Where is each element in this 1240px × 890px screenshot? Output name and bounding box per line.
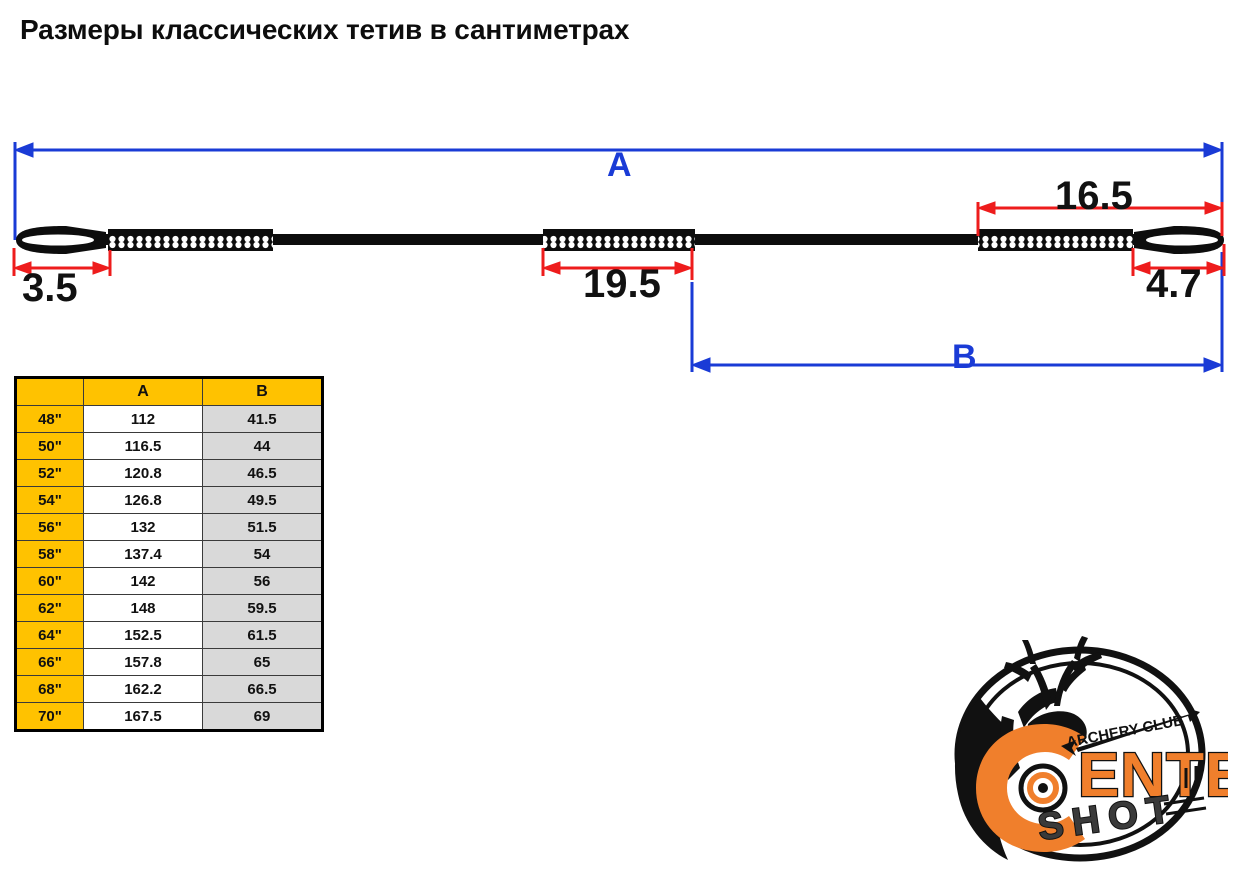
logo-brand-sub: SHOT (1035, 788, 1181, 849)
table-row: 58" 137.4 54 (15, 540, 323, 568)
header-col-b: B (202, 377, 323, 406)
row-value-a: 148 (83, 594, 203, 622)
header-blank (15, 377, 84, 406)
row-value-b: 59.5 (202, 594, 323, 622)
dimension-label-3-5: 3.5 (22, 266, 78, 310)
row-value-b: 44 (202, 432, 323, 460)
dimension-label-16-5: 16.5 (1055, 174, 1133, 218)
bowstring-body (16, 226, 1224, 254)
row-value-b: 51.5 (202, 513, 323, 541)
table-row: 54" 126.8 49.5 (15, 486, 323, 514)
row-size-label: 64" (15, 621, 84, 649)
dimension-19-5 (541, 248, 694, 280)
row-size-label: 58" (15, 540, 84, 568)
row-value-a: 120.8 (83, 459, 203, 487)
table-row: 70" 167.5 69 (15, 702, 323, 731)
bowstring-diagram: 3.5 19.5 16.5 4.7 A B (0, 0, 1240, 400)
row-size-label: 52" (15, 459, 84, 487)
row-value-b: 66.5 (202, 675, 323, 703)
archery-club-arrow-icon (1061, 708, 1200, 756)
row-value-b: 69 (202, 702, 323, 731)
logo-svg: ARCHERY CLUB ENTER SHOT (954, 636, 1240, 862)
table-row: 50" 116.5 44 (15, 432, 323, 460)
row-value-b: 65 (202, 648, 323, 676)
row-value-b: 61.5 (202, 621, 323, 649)
table-row: 66" 157.8 65 (15, 648, 323, 676)
center-shot-logo: ARCHERY CLUB ENTER SHOT (928, 628, 1240, 878)
row-size-label: 68" (15, 675, 84, 703)
table-row: 48" 112 41.5 (15, 405, 323, 433)
row-size-label: 48" (15, 405, 84, 433)
row-size-label: 60" (15, 567, 84, 595)
dimension-label-b: B (952, 338, 977, 376)
table-header-row: A B (15, 377, 323, 406)
row-size-label: 62" (15, 594, 84, 622)
row-value-b: 49.5 (202, 486, 323, 514)
row-size-label: 70" (15, 702, 84, 731)
dimension-16-5 (976, 201, 1224, 236)
dimension-label-a: A (607, 146, 632, 184)
dimension-3-5 (12, 248, 112, 276)
row-value-a: 167.5 (83, 702, 203, 731)
table-row: 56" 132 51.5 (15, 513, 323, 541)
row-value-a: 157.8 (83, 648, 203, 676)
table-row: 68" 162.2 66.5 (15, 675, 323, 703)
table-row: 62" 148 59.5 (15, 594, 323, 622)
dimension-label-19-5: 19.5 (583, 262, 661, 306)
bowstring-svg (12, 142, 1226, 373)
row-value-b: 56 (202, 567, 323, 595)
row-size-label: 54" (15, 486, 84, 514)
row-value-b: 46.5 (202, 459, 323, 487)
logo-motion-lines (1163, 766, 1207, 816)
row-size-label: 56" (15, 513, 84, 541)
logo-letter-c (976, 724, 1085, 852)
table-row: 52" 120.8 46.5 (15, 459, 323, 487)
row-value-a: 142 (83, 567, 203, 595)
dimension-label-4-7: 4.7 (1146, 262, 1202, 306)
row-value-a: 162.2 (83, 675, 203, 703)
page-title: Размеры классических тетив в сантиметрах (20, 14, 630, 45)
row-size-label: 50" (15, 432, 84, 460)
row-size-label: 66" (15, 648, 84, 676)
bowstring-size-table: A B 48" 112 41.5 50" 116.5 44 52" 120.8 46.5 54" 1… (14, 376, 324, 732)
target-rings-icon (1018, 763, 1068, 813)
row-value-a: 137.4 (83, 540, 203, 568)
dimension-b-partial (690, 252, 1224, 373)
row-value-a: 126.8 (83, 486, 203, 514)
row-value-b: 54 (202, 540, 323, 568)
row-value-b: 41.5 (202, 405, 323, 433)
table-row: 60" 142 56 (15, 567, 323, 595)
table-row: 64" 152.5 61.5 (15, 621, 323, 649)
row-value-a: 112 (83, 405, 203, 433)
logo-brand-main: ENTER (1078, 741, 1228, 810)
row-value-a: 116.5 (83, 432, 203, 460)
row-value-a: 152.5 (83, 621, 203, 649)
header-col-a: A (83, 377, 203, 406)
dimension-a-overall (13, 142, 1224, 240)
dimension-4-7 (1131, 244, 1226, 276)
row-value-a: 132 (83, 513, 203, 541)
